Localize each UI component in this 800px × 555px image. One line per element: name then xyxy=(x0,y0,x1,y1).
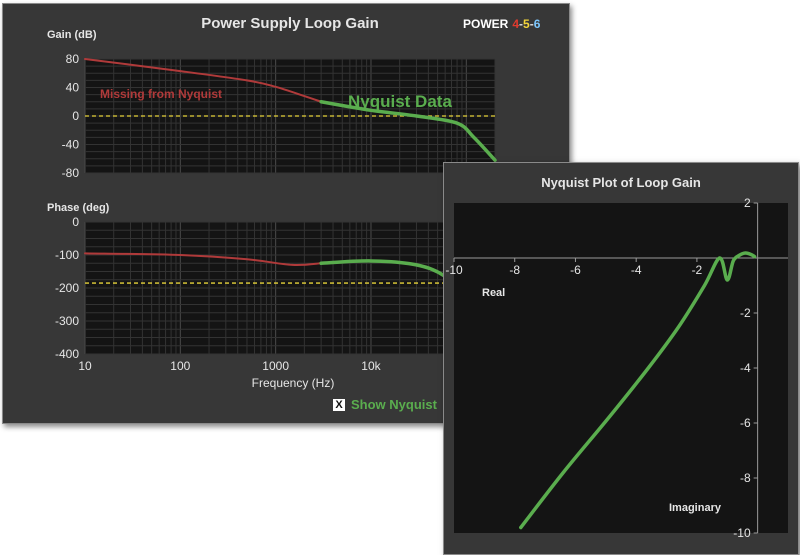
bode-title: Power Supply Loop Gain xyxy=(201,15,379,32)
gain-ytick-label: 80 xyxy=(66,52,80,66)
frequency-axis-label: Frequency (Hz) xyxy=(252,376,335,390)
nyquist-series-0-line xyxy=(519,251,757,530)
gain-ytick-label: -80 xyxy=(62,166,80,180)
phase-xtick-label: 100 xyxy=(170,359,190,373)
legend-nyquist-label: Nyquist Data xyxy=(348,92,452,111)
gain-ytick-label: 0 xyxy=(72,109,79,123)
bode-chart-canvas: Power Supply Loop Gain POWER 4-5-6 Gain (… xyxy=(47,15,541,390)
phase-ytick-label: -100 xyxy=(55,248,79,262)
phase-ytick-label: -200 xyxy=(55,281,79,295)
gain-ytick-label: 40 xyxy=(66,81,80,95)
real-axis-label: Real xyxy=(482,287,505,299)
nyquist-panel: Nyquist Plot of Loop Gain -10 -8 -6 -4 -2 2 -2… xyxy=(443,162,799,555)
gain-plot: 80 40 0 -40 -80 xyxy=(62,52,497,180)
phase-ytick-label: -300 xyxy=(55,314,79,328)
nyquist-xtick-label: -4 xyxy=(631,263,642,277)
nyquist-xtick-label: -8 xyxy=(509,263,520,277)
phase-xtick-label: 1000 xyxy=(262,359,289,373)
show-nyquist-checkbox[interactable]: X xyxy=(333,398,345,411)
phase-xtick-label: 10 xyxy=(78,359,92,373)
legend-missing-label: Missing from Nyquist xyxy=(100,87,222,101)
nyquist-xtick-label: -10 xyxy=(445,263,463,277)
imaginary-axis-label: Imaginary xyxy=(669,502,722,514)
nyquist-ytick-label: -8 xyxy=(740,471,751,485)
nyquist-xtick-label: -6 xyxy=(570,263,581,277)
nyquist-chart-canvas: Nyquist Plot of Loop Gain -10 -8 -6 -4 -2 2 -2… xyxy=(445,175,788,540)
nyquist-ytick-label: -4 xyxy=(740,361,751,375)
brand-logo: POWER 4-5-6 xyxy=(463,17,541,31)
nyquist-plot-bg xyxy=(454,203,788,533)
phase-series-0-line xyxy=(84,252,323,267)
nyquist-ytick-label: -2 xyxy=(740,306,751,320)
nyquist-xtick-label: -2 xyxy=(692,263,703,277)
gain-axis-label: Gain (dB) xyxy=(47,29,97,41)
nyquist-ytick-label: 2 xyxy=(744,196,751,210)
phase-ytick-label: 0 xyxy=(72,215,79,229)
gain-ytick-label: -40 xyxy=(62,138,80,152)
nyquist-ytick-label: -6 xyxy=(740,416,751,430)
gain-series-0-line xyxy=(84,58,323,103)
show-nyquist-toggle[interactable]: X Show Nyquist xyxy=(333,397,437,412)
gain-series-1-line xyxy=(319,100,497,162)
phase-xtick-label: 10k xyxy=(361,359,381,373)
nyquist-title: Nyquist Plot of Loop Gain xyxy=(541,175,701,190)
nyquist-ytick-label: -10 xyxy=(733,526,751,540)
nyquist-plot: -10 -8 -6 -4 -2 2 -2 -4 -6 -8 -10 xyxy=(445,196,788,540)
show-nyquist-label: Show Nyquist xyxy=(351,397,437,412)
phase-ytick-label: -400 xyxy=(55,347,79,361)
phase-plot: 0-100-200-300-40010100100010k100k xyxy=(55,215,497,373)
phase-axis-label: Phase (deg) xyxy=(47,202,110,214)
